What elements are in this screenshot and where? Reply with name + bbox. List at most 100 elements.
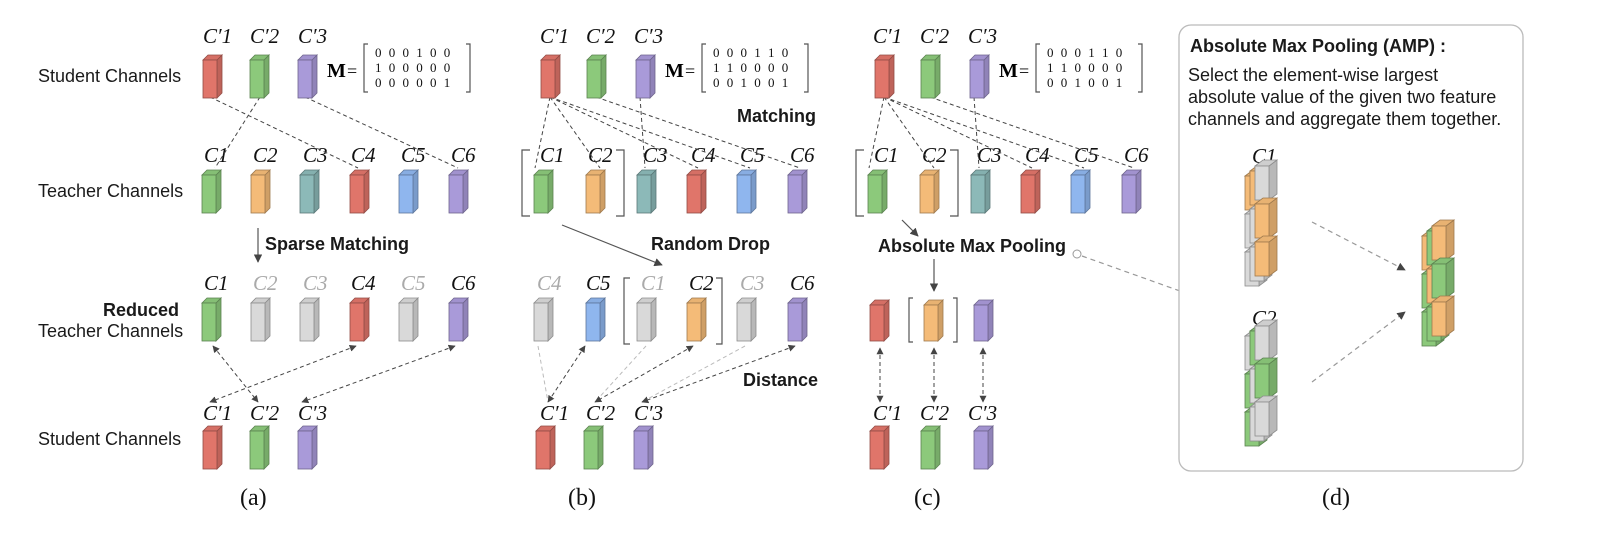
caption-d: (d)	[1322, 485, 1350, 511]
label-rt3-b: C3	[740, 271, 765, 295]
reduced-block-4-a	[349, 297, 370, 342]
teacher-block-4-b	[686, 169, 707, 214]
label-teacher-channels-a: Teacher Channels	[38, 181, 183, 201]
student-block-bs2-a	[249, 425, 270, 470]
student-block-s3-b	[635, 54, 656, 99]
amp-stack-c2-cell-2	[1253, 319, 1279, 361]
amp-stack-out-cell-8	[1430, 295, 1456, 337]
label-bs3-b: C′3	[634, 401, 663, 425]
label-distance: Distance	[743, 370, 818, 390]
svg-text:M: M	[665, 60, 684, 82]
label-rt1-a: C1	[204, 271, 229, 295]
label-rt6-a: C6	[451, 271, 476, 295]
teacher-block-6-b	[787, 169, 808, 214]
reduced-block-2-b	[585, 297, 606, 342]
label-rt3-a: C3	[303, 271, 328, 295]
label-t1-c: C1	[874, 143, 899, 167]
label-rt1-b: C1	[641, 271, 666, 295]
svg-text:1 1 0 0 0 0: 1 1 0 0 0 0	[1047, 60, 1124, 75]
label-t6-c: C6	[1124, 143, 1149, 167]
label-t3-b: C3	[643, 143, 668, 167]
teacher-block-6-a	[448, 169, 469, 214]
amp-stack-c1-cell-5	[1253, 197, 1279, 239]
label-t3-a: C3	[303, 143, 328, 167]
student-block-bs2-c	[920, 425, 941, 470]
matrix-c: M = 0 0 0 1 1 0 1 1 0 0 0 0 0 0 1 0 0 1	[999, 43, 1143, 93]
teacher-block-1-c	[867, 169, 888, 214]
svg-text:1 0 0 0 0 0: 1 0 0 0 0 0	[375, 60, 452, 75]
label-reduced-a: Reduced	[103, 300, 179, 320]
channel-blocks	[201, 54, 1142, 470]
reduced-block-4-b	[686, 297, 707, 342]
label-s3-c: C′3	[968, 24, 997, 48]
amp-stack-c2-cell-5	[1253, 357, 1279, 399]
svg-text:=: =	[1019, 61, 1029, 81]
label-t1-a: C1	[204, 143, 229, 167]
student-block-bs1-b	[535, 425, 556, 470]
amp-stack-out-cell-2	[1430, 219, 1456, 261]
label-t4-b: C4	[691, 143, 716, 167]
student-block-bs3-b	[633, 425, 654, 470]
label-sparse-matching: Sparse Matching	[265, 234, 409, 254]
amp-desc-line1: Select the element-wise largest	[1188, 65, 1438, 85]
label-t5-c: C5	[1074, 143, 1099, 167]
label-bs1-a: C′1	[203, 401, 232, 425]
matrix-a: M = 0 0 0 1 0 0 1 0 0 0 0 0 0 0 0 0 0 1	[327, 43, 471, 93]
label-rt2-b: C2	[689, 271, 714, 295]
label-rt5-b: C5	[586, 271, 611, 295]
student-block-bs1-c	[869, 425, 890, 470]
label-t2-a: C2	[253, 143, 278, 167]
student-block-s1-a	[202, 54, 223, 99]
reduced-block-1-a	[201, 297, 222, 342]
label-absolute-max-pooling: Absolute Max Pooling	[878, 236, 1066, 256]
label-bs3-a: C′3	[298, 401, 327, 425]
label-t5-a: C5	[401, 143, 426, 167]
panel-a: Student Channels Teacher Channels Reduce…	[38, 24, 476, 511]
pooled-block-2-c	[923, 299, 944, 342]
amp-connector-dot	[1072, 249, 1082, 259]
panel-b: C′1 C′2 C′3 M = 0 0 0 1 1 0 1 1 0 0 0 0 …	[521, 24, 818, 511]
label-matching: Matching	[737, 106, 816, 126]
label-random-drop: Random Drop	[651, 234, 770, 254]
student-block-bs1-a	[202, 425, 223, 470]
teacher-block-3-c	[970, 169, 991, 214]
svg-text:0 0 0 1 1 0: 0 0 0 1 1 0	[1047, 45, 1124, 60]
panel-d: Absolute Max Pooling (AMP) : Select the …	[1178, 24, 1524, 511]
label-t1-b: C1	[540, 143, 565, 167]
label-s3-a: C′3	[298, 24, 327, 48]
teacher-block-4-a	[349, 169, 370, 214]
student-block-s1-b	[540, 54, 561, 99]
svg-text:0 0 0 0 0 1: 0 0 0 0 0 1	[375, 75, 452, 90]
teacher-block-2-a	[250, 169, 271, 214]
teacher-block-4-c	[1020, 169, 1041, 214]
amp-stack-out-cell-5	[1430, 257, 1456, 299]
teacher-block-6-c	[1121, 169, 1142, 214]
label-student-channels-bottom-a: Student Channels	[38, 429, 181, 449]
student-block-s2-a	[249, 54, 270, 99]
amp-stack-c2-cell-8	[1253, 395, 1279, 437]
label-s2-a: C′2	[250, 24, 280, 48]
teacher-block-1-b	[533, 169, 554, 214]
panel-c: C′1 C′2 C′3 M = 0 0 0 1 1 0 1 1 0 0 0 0 …	[855, 24, 1181, 511]
svg-text:1 1 0 0 0 0: 1 1 0 0 0 0	[713, 60, 790, 75]
pooled-block-1-c	[869, 299, 890, 342]
label-s1-c: C′1	[873, 24, 902, 48]
reduced-block-1-b	[533, 297, 554, 342]
label-t6-a: C6	[451, 143, 476, 167]
amp-title: Absolute Max Pooling (AMP) :	[1190, 36, 1446, 56]
pooled-block-3-c	[973, 299, 994, 342]
label-t4-c: C4	[1025, 143, 1050, 167]
label-rt4-a: C4	[351, 271, 376, 295]
reduced-block-6-b	[787, 297, 808, 342]
svg-text:M: M	[999, 60, 1018, 82]
amp-stack-c1	[1243, 159, 1279, 287]
teacher-block-3-a	[299, 169, 320, 214]
svg-text:0 0 1 0 0 1: 0 0 1 0 0 1	[713, 75, 790, 90]
label-s2-b: C′2	[586, 24, 616, 48]
caption-b: (b)	[568, 485, 596, 511]
label-rt2-a: C2	[253, 271, 278, 295]
label-t4-a: C4	[351, 143, 376, 167]
label-bs2-c: C′2	[920, 401, 950, 425]
